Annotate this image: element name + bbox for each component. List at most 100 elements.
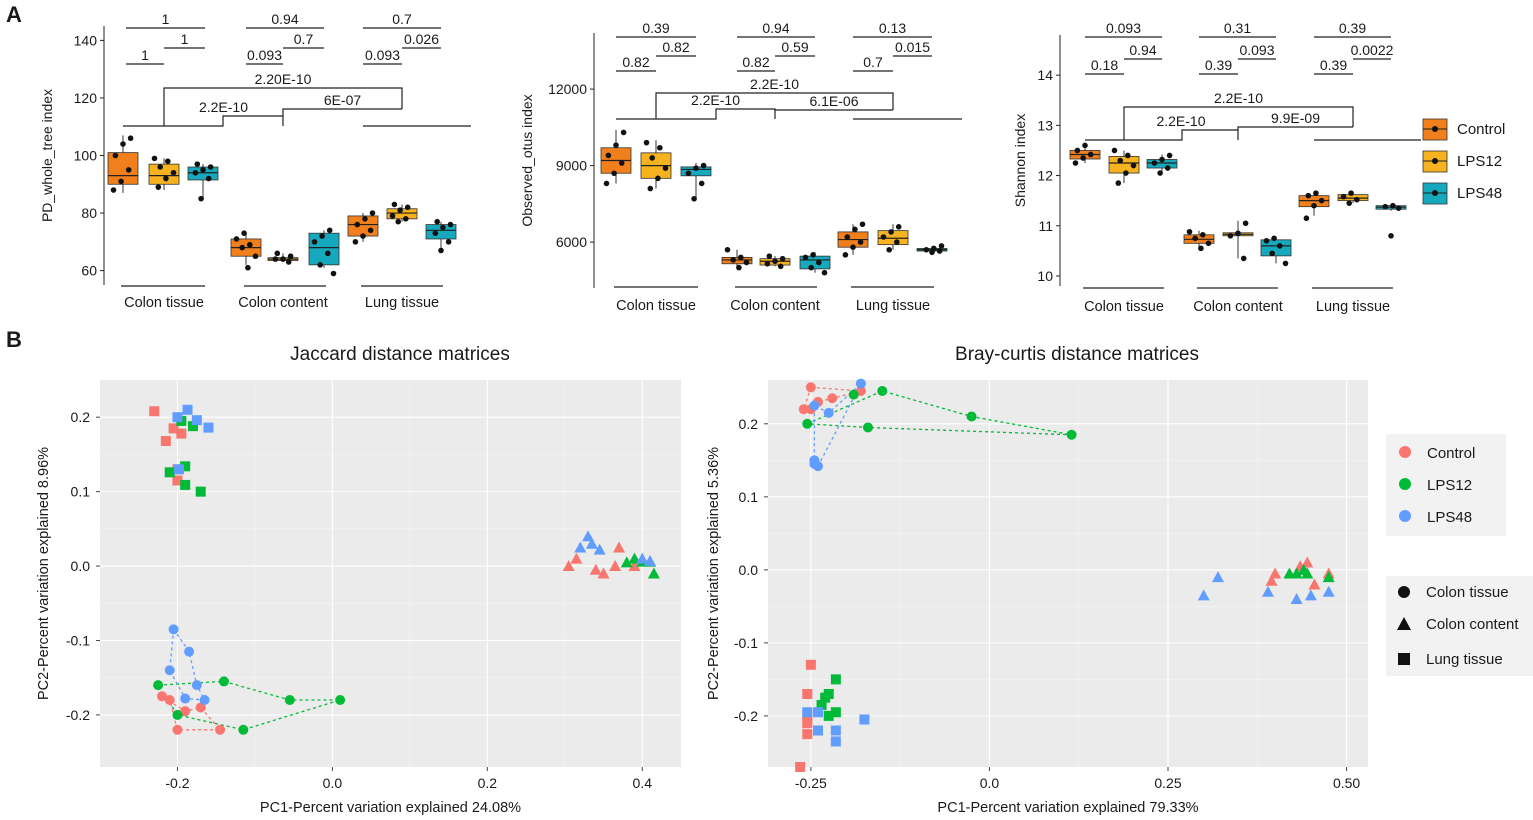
significance-label: 1 [181,31,189,47]
y-tick-label: 100 [74,148,98,164]
x-tick-label: 0.0 [323,775,343,791]
box-data-point [1348,190,1354,196]
box-data-point [367,227,374,234]
scatter-point-triangle [1265,574,1278,586]
legend-color-marker [1399,446,1411,458]
group-label: Lung tissue [365,295,439,311]
box-data-point [1192,235,1198,242]
comparison-bracket-0-1 [123,115,284,127]
box-data-point [613,142,619,148]
box-data-point [395,218,402,225]
box-data-point [118,178,124,185]
legend-shape-label: Colon tissue [1426,584,1509,601]
scatter-point-square [813,707,823,718]
box-data-point [317,262,324,268]
y-tick-label: -0.1 [66,632,90,648]
box-data-point [764,260,771,267]
scatter-point-circle [172,724,183,735]
group-label: Colon content [238,295,327,311]
box-data-point [859,221,866,228]
box-data-point [802,254,809,261]
box-data-point [369,210,376,216]
x-tick-label: 0.2 [478,775,498,791]
scatter-point-circle [863,422,873,433]
significance-label: 0.39 [1339,20,1366,36]
scatter-point-circle [802,418,813,429]
box-data-point [155,184,162,190]
y-tick-label: 10 [1037,268,1053,284]
box-data-point [1395,205,1402,211]
box-iqr [425,224,457,240]
comparison-bracket-1-2 [1237,126,1421,141]
box-data-point [821,269,828,276]
significance-label: 0.7 [863,54,883,70]
box-data-point [691,195,697,202]
box-data-point [618,160,625,166]
scatter-point-square [830,674,841,685]
group-label: Colon tissue [616,298,696,314]
legend-box-dot [1432,190,1438,196]
scatter-point-square [160,436,171,447]
box-data-point [311,239,318,245]
box-data-point [1354,196,1360,203]
scatter-point-triangle [1290,593,1303,605]
box-data-point [1123,170,1129,176]
box-data-point [730,257,736,263]
significance-label: 0.82 [742,54,769,70]
scatter-point-circle [798,404,809,415]
scatter-point-circle [238,724,249,735]
chart-title: Jaccard distance matrices [290,344,510,365]
comparison-label: 6.1E-06 [809,93,858,109]
scatter-legend: Control LPS12 LPS48 Colon tissue Colon conte… [1386,434,1533,676]
box-data-point [643,139,650,146]
box-data-point [685,170,692,177]
scatter-point-square [168,423,179,434]
box-data-point [391,201,398,208]
significance-label: 0.13 [879,20,906,36]
box-data-point [125,167,132,173]
box-chart-pd-whole-tree: PD_whole_tree index 60 80 100 120 140 Colon ti… [39,11,471,311]
scatter-point-triangle [589,563,602,575]
scatter-point-square [802,729,813,740]
significance-label: 0.093 [247,47,282,63]
y-tick-label: 13 [1037,117,1053,133]
scatter-point-square [816,699,827,710]
group-label: Lung tissue [1316,299,1390,315]
legend-shape-label: Colon content [1426,616,1519,633]
legend-color-label: LPS12 [1427,477,1472,494]
significance-label: 1 [141,47,149,63]
box-data-point [445,239,452,245]
box-data-point [1305,192,1312,199]
box-data-point [247,241,253,248]
scatter-point-circle [215,724,226,735]
significance-label: 0.026 [404,31,439,47]
box-iqr [107,152,139,185]
scatter-point-circle [180,706,191,717]
box-data-point [403,216,409,222]
significance-label: 0.39 [642,20,669,36]
box-data-point [698,180,705,187]
box-data-point [662,165,669,171]
scatter-point-square [172,475,183,486]
scatter-point-circle [809,400,820,411]
box-data-point [603,180,610,187]
box-data-point [325,250,331,257]
significance-label: 0.015 [895,39,930,55]
x-tick-label: 0.50 [1333,775,1360,791]
significance-label: 0.94 [762,20,789,36]
scatter-point-circle [168,624,179,635]
box-data-point [736,264,742,271]
x-tick-label: -0.25 [795,775,827,791]
scatter-point-triangle [593,543,606,555]
box-chart-observed-otus: Observed_otus index 6000 9000 12000 Colon ti… [519,20,962,314]
scatter-point-circle [195,702,206,713]
box-data-point [1318,197,1325,204]
scatter-point-triangle [628,552,641,564]
comparison-bracket-1-2 [774,109,962,120]
box-data-point [1186,228,1193,235]
x-tick-label: -0.2 [165,775,189,791]
scatter-point-circle [218,676,229,687]
scatter-point-triangle [562,560,575,572]
scatter-point-triangle [628,560,641,572]
scatter-point-square [802,718,813,729]
